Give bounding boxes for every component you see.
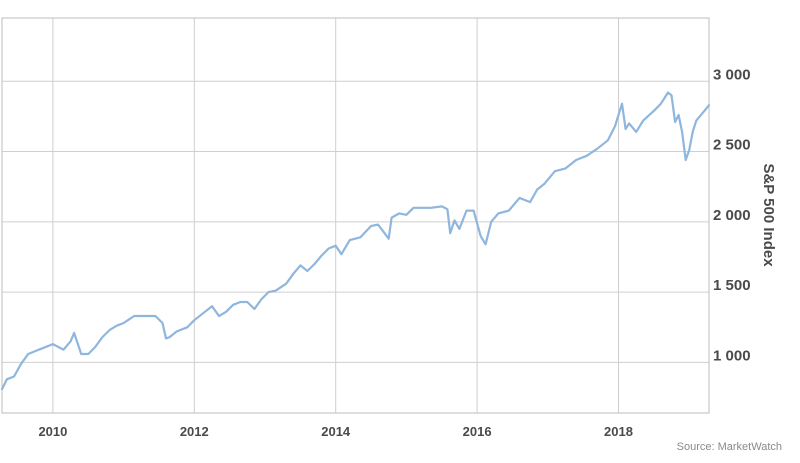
grid-lines: [2, 18, 709, 413]
x-tick-label: 2010: [38, 424, 67, 439]
y-tick-label: 1 000: [713, 347, 751, 364]
y-axis: 1 000 1 500 2 000 2 500 3 000: [713, 66, 751, 364]
source-label: Source: MarketWatch: [676, 441, 782, 453]
y-tick-label: 2 000: [713, 207, 751, 224]
x-tick-label: 2014: [321, 424, 351, 439]
series-layer: [0, 91, 711, 391]
y-tick-label: 3 000: [713, 66, 751, 83]
x-tick-label: 2018: [604, 424, 633, 439]
x-tick-label: 2016: [463, 424, 492, 439]
x-axis: 2010 2012 2014 2016 2018: [38, 424, 633, 439]
y-axis-title: S&P 500 Index: [760, 163, 777, 267]
x-tick-label: 2012: [180, 424, 209, 439]
series-line: [0, 91, 711, 391]
plot-frame: [1, 17, 710, 414]
y-tick-label: 1 500: [713, 277, 751, 294]
y-tick-label: 2 500: [713, 137, 751, 154]
